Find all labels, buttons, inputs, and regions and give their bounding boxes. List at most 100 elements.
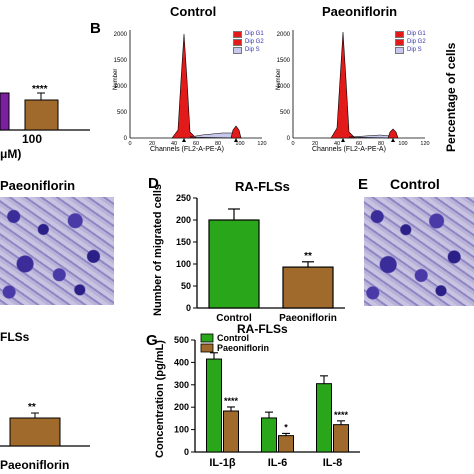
chart-g-xtick-label-1: IL-6: [268, 457, 288, 469]
chart-d-title: RA-FLSs: [235, 179, 290, 194]
svg-text:40: 40: [171, 141, 177, 147]
chart-g-bar-1-1: [278, 435, 294, 453]
chart-g-ytick-label: 100: [174, 425, 189, 435]
panel-a-unit-label: μM): [0, 147, 22, 161]
chart-d-bar-0: [208, 219, 260, 309]
panel-a-significance: ****: [32, 84, 48, 95]
chart-g-bar-0-1: [261, 417, 277, 453]
chart-g-legend-label-1: Paeoniflorin: [217, 343, 269, 353]
chart-g-xtick-label-2: IL-8: [323, 457, 343, 469]
panel-e-letter: E: [358, 176, 369, 193]
histogram-paeoniflorin-xlabel: Channels (FL2-A-PE-A): [312, 146, 386, 153]
chart-d-ytick-label: 250: [176, 193, 191, 203]
svg-text:2000: 2000: [114, 32, 128, 38]
histogram-control-g2-peak: [230, 125, 242, 139]
svg-text:500: 500: [117, 110, 128, 116]
chart-g-significance-1: *: [284, 422, 288, 432]
panel-f-bar-paeoniflorin: [9, 417, 61, 447]
panel-a-category-label: 100: [22, 132, 43, 146]
chart-d-ytick-label: 0: [186, 303, 191, 313]
legend-dip-g2: Dip G2: [395, 38, 426, 46]
svg-text:100: 100: [398, 141, 407, 147]
chart-d-ytick-label: 100: [176, 259, 191, 269]
panel-a-chart: [0, 92, 90, 131]
panel-a-bar-control: [0, 92, 10, 131]
histogram-paeoniflorin-s-phase: [348, 134, 394, 139]
panel-f-title: FLSs: [0, 330, 30, 344]
svg-text:120: 120: [257, 141, 266, 147]
svg-text:60: 60: [193, 141, 199, 147]
right-axis-label: Percentage of cells: [444, 42, 458, 152]
chart-g-ytick-label: 500: [174, 335, 189, 345]
chart-d-bar-1: [282, 266, 334, 309]
chart-g-ytick-label: 0: [184, 447, 189, 457]
svg-text:1500: 1500: [114, 58, 128, 64]
chart-g-svg: 0 100 200 300 400 500 **** IL-1β * IL-6 **** IL-8 Co…: [174, 333, 360, 469]
panel-f-chart: [0, 412, 90, 447]
svg-text:80: 80: [215, 141, 221, 147]
panel-c-micrograph: [0, 197, 114, 305]
panel-a-bar-paeoniflorin: [24, 99, 59, 131]
histogram-control-g1-peak: [171, 33, 197, 139]
svg-text:60: 60: [356, 141, 362, 147]
chart-d-xtick-label-0: Control: [216, 313, 252, 324]
histogram-control-legend: Dip G1 Dip G2 Dip S: [233, 30, 264, 54]
histogram-control-title: Control: [170, 4, 217, 19]
histogram-paeoniflorin-g1-peak: [330, 31, 356, 139]
chart-g-bar-0-0: [206, 358, 222, 453]
panel-e-image-label: Control: [390, 176, 440, 192]
chart-d-significance-1: **: [304, 251, 312, 262]
chart-g-xtick-label-0: IL-1β: [209, 457, 236, 469]
chart-d-xtick-label-1: Paeoniflorin: [279, 313, 337, 324]
histogram-control: Number 0 500 1000 1500 2000 0 20 40 60 8…: [113, 30, 267, 147]
chart-d-ytick-label: 50: [181, 281, 191, 291]
svg-text:0: 0: [287, 136, 291, 142]
svg-text:500: 500: [280, 110, 291, 116]
chart-d-ytick-label: 200: [176, 215, 191, 225]
histogram-control-s-phase: [189, 132, 238, 139]
svg-text:2000: 2000: [277, 32, 291, 38]
chart-g-bar-1-2: [333, 424, 349, 453]
panel-f-significance: **: [28, 402, 36, 413]
svg-text:20: 20: [149, 141, 155, 147]
legend-dip-s: Dip S: [395, 46, 426, 54]
legend-dip-g1: Dip G1: [233, 30, 264, 38]
chart-g-significance-0: ****: [224, 396, 239, 406]
chart-g-bar-1-0: [223, 410, 239, 453]
chart-d-svg: 0 50 100 150 200 250 Control ** Paeoniflorin: [176, 193, 345, 324]
histogram-control-ylabel: Number: [113, 69, 119, 90]
legend-dip-g2: Dip G2: [233, 38, 264, 46]
panel-e-micrograph: [364, 197, 474, 306]
panel-b-letter: B: [90, 20, 101, 37]
panel-d-letter: D: [148, 175, 159, 192]
svg-text:0: 0: [291, 141, 294, 147]
chart-g-legend-swatch-0: [200, 333, 214, 343]
svg-text:1000: 1000: [277, 84, 291, 90]
chart-d-ylabel: Number of migrated cells: [152, 183, 164, 316]
chart-g-ytick-label: 300: [174, 380, 189, 390]
svg-text:20: 20: [312, 141, 318, 147]
chart-g-legend-label-0: Control: [217, 333, 249, 343]
histogram-paeoniflorin-g2-peak: [387, 128, 399, 139]
svg-text:120: 120: [420, 141, 429, 147]
svg-text:1500: 1500: [277, 58, 291, 64]
svg-text:0: 0: [124, 136, 128, 142]
chart-g-ytick-label: 200: [174, 402, 189, 412]
chart-g-title: RA-FLSs: [237, 322, 288, 336]
legend-dip-s: Dip S: [233, 46, 264, 54]
svg-text:80: 80: [378, 141, 384, 147]
panel-g-letter: G: [146, 332, 158, 349]
svg-text:0: 0: [128, 141, 131, 147]
panel-c-image-label: Paeoniflorin: [0, 178, 76, 193]
svg-text:40: 40: [334, 141, 340, 147]
panel-f-category-label: Paeoniflorin: [0, 458, 70, 472]
histogram-paeoniflorin-legend: Dip G1 Dip G2 Dip S: [395, 30, 426, 54]
legend-dip-g1: Dip G1: [395, 30, 426, 38]
chart-g-legend-swatch-1: [200, 343, 214, 353]
chart-g-significance-2: ****: [334, 410, 349, 420]
histogram-paeoniflorin-ylabel: Number: [276, 69, 282, 90]
svg-text:100: 100: [235, 141, 244, 147]
chart-g-bar-0-2: [316, 383, 332, 453]
histogram-control-xlabel: Channels (FL2-A-PE-A): [150, 146, 224, 153]
chart-g-ytick-label: 400: [174, 357, 189, 367]
